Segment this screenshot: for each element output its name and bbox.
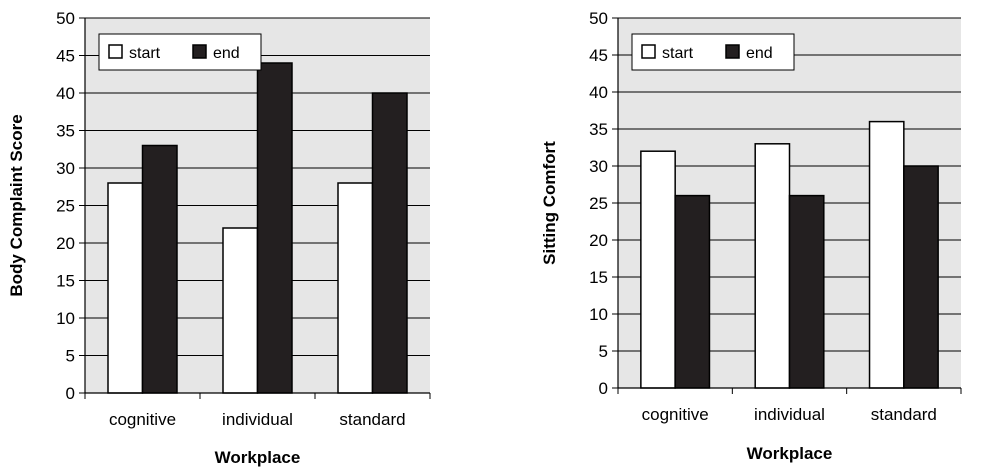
y-tick-label: 45 <box>589 46 608 65</box>
legend-swatch-end <box>192 44 207 59</box>
y-tick-label: 10 <box>589 305 608 324</box>
x-tick-label: cognitive <box>109 410 176 429</box>
y-tick-label: 5 <box>66 347 75 366</box>
y-tick-label: 0 <box>599 379 608 398</box>
y-tick-label: 30 <box>56 159 75 178</box>
y-tick-label: 35 <box>56 122 75 141</box>
y-tick-label: 25 <box>589 194 608 213</box>
legend-box <box>631 33 795 71</box>
y-axis-title: Sitting Comfort <box>540 141 559 265</box>
legend-label-end: end <box>213 45 240 62</box>
sitting-comfort-chart: 0 5 10 15 20 25 30 35 40 45 50 cognitive individual s… <box>540 9 962 463</box>
bar-end-cognitive <box>674 194 711 389</box>
x-tick-label: standard <box>871 405 937 424</box>
y-tick-label: 20 <box>56 234 75 253</box>
bar-end-standard <box>903 165 939 389</box>
y-tick-label: 40 <box>56 84 75 103</box>
legend-swatch-end <box>725 44 740 59</box>
bar-end-standard <box>371 92 408 394</box>
legend: start end <box>631 33 795 71</box>
bar-start-cognitive <box>640 150 676 389</box>
y-tick-label: 10 <box>56 309 75 328</box>
legend-swatch-start <box>641 44 656 59</box>
y-tick-label: 30 <box>589 157 608 176</box>
bar-end-individual <box>256 62 293 394</box>
y-tick-label: 15 <box>56 272 75 291</box>
legend-box <box>98 33 262 71</box>
y-tick-label: 45 <box>56 47 75 66</box>
legend-swatch-start <box>108 44 123 59</box>
bar-start-individual <box>754 143 791 389</box>
y-tick-label: 50 <box>589 9 608 28</box>
x-tick-label: individual <box>222 410 293 429</box>
legend-label-end: end <box>746 45 773 62</box>
y-tick-label: 25 <box>56 197 75 216</box>
bar-end-individual <box>788 194 825 389</box>
bar-start-cognitive <box>107 182 144 394</box>
y-tick-label: 15 <box>589 268 608 287</box>
legend-label-start: start <box>662 45 694 62</box>
y-tick-label: 0 <box>66 384 75 403</box>
x-tick-label: individual <box>754 405 825 424</box>
x-axis-title: Workplace <box>747 444 833 463</box>
x-tick-label: cognitive <box>642 405 709 424</box>
y-tick-label: 5 <box>599 342 608 361</box>
bar-start-standard <box>868 120 905 389</box>
y-tick-label: 35 <box>589 120 608 139</box>
y-tick-label: 20 <box>589 231 608 250</box>
bar-start-individual <box>222 227 259 394</box>
y-axis-title: Body Complaint Score <box>7 114 26 296</box>
bar-start-standard <box>337 182 374 394</box>
legend: start end <box>98 33 262 71</box>
legend-label-start: start <box>129 45 161 62</box>
y-tick-label: 50 <box>56 9 75 28</box>
body-complaint-chart: 0 5 10 15 20 25 30 35 40 45 50 cognitive individual s… <box>7 9 431 467</box>
y-tick-label: 40 <box>589 83 608 102</box>
bar-end-cognitive <box>141 144 178 394</box>
x-tick-label: standard <box>339 410 405 429</box>
x-axis-title: Workplace <box>215 448 301 467</box>
